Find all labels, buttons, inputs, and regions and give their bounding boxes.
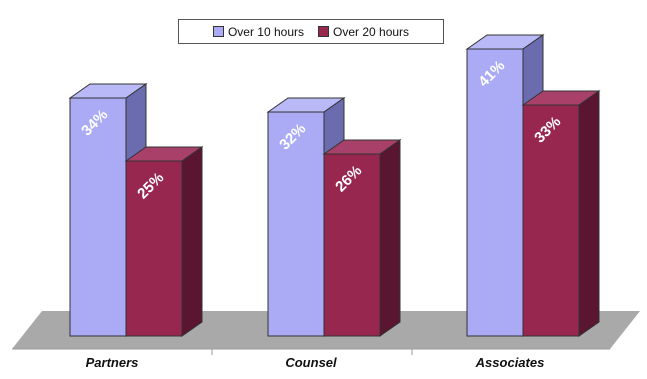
bar-front-partners-s0 bbox=[69, 97, 127, 337]
bar-front-partners-s1 bbox=[125, 160, 183, 337]
bar-front-counsel-s0 bbox=[267, 111, 325, 337]
category-label-partners: Partners bbox=[85, 355, 139, 370]
bar-front-associates-s1 bbox=[522, 104, 580, 337]
legend-item-over-20: Over 20 hours bbox=[318, 25, 409, 39]
legend-swatch-over-20 bbox=[318, 26, 329, 37]
legend-label-over-20: Over 20 hours bbox=[333, 24, 410, 39]
legend-item-over-10: Over 10 hours bbox=[212, 24, 304, 39]
category-label-counsel: Counsel bbox=[285, 355, 337, 370]
legend-label-over-10: Over 10 hours bbox=[227, 24, 304, 39]
legend: Over 10 hours Over 20 hours bbox=[178, 19, 444, 44]
bar-side-partners-s1 bbox=[181, 146, 203, 337]
bar-front-counsel-s1 bbox=[323, 153, 381, 337]
bar-side-associates-s1 bbox=[578, 90, 600, 337]
bar-front-associates-s0 bbox=[466, 48, 524, 337]
bar-side-counsel-s1 bbox=[379, 139, 401, 337]
legend-swatch-over-10 bbox=[212, 26, 224, 37]
category-label-associates: Associates bbox=[475, 355, 545, 370]
